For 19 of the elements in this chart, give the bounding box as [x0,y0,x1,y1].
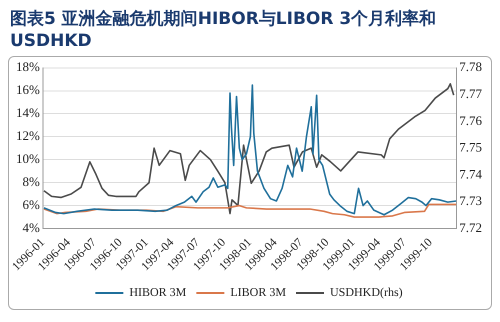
y2-tick-label: 7.73 [459,193,482,208]
y-tick-label: 14% [16,105,40,120]
legend-label: HIBOR 3M [129,285,187,300]
legend-label: USDHKD(rhs) [330,285,403,300]
y-tick-label: 10% [16,151,40,166]
y-tick-label: 18% [16,59,40,74]
legend-label: LIBOR 3M [230,285,286,300]
y-tick-label: 6% [22,196,40,212]
y2-tick-label: 7.72 [459,220,482,235]
y2-tick-label: 7.76 [459,112,482,128]
y-tick-label: 4% [22,220,40,235]
y2-tick-label: 7.77 [459,86,482,102]
y2-tick-label: 7.74 [459,166,482,182]
y2-tick-label: 7.78 [459,59,482,74]
y-tick-label: 16% [16,82,40,98]
chart-title: 图表5 亚洲金融危机期间HIBOR与LIBOR 3个月利率和USDHKD [10,8,438,52]
y-tick-label: 8% [22,174,40,190]
y-tick-label: 12% [16,128,40,144]
y2-tick-label: 7.75 [459,140,482,155]
